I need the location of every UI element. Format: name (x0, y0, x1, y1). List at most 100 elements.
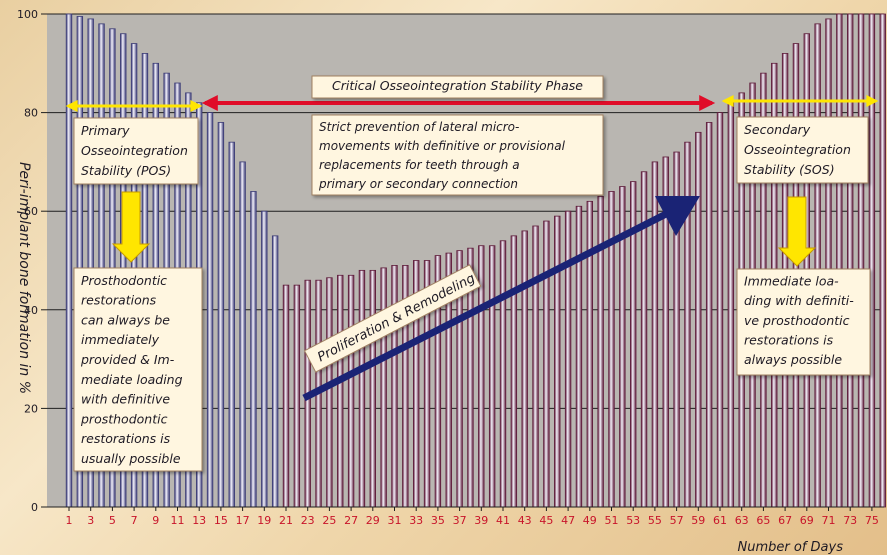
x-tick-label-19: 19 (257, 514, 271, 527)
bar-day-71 (825, 18, 832, 508)
y-tick-label-20: 20 (24, 402, 38, 415)
bar-day-47 (564, 210, 572, 508)
y-tick-label-60: 60 (24, 205, 38, 218)
x-tick-label-69: 69 (800, 514, 814, 527)
sos-detail-box: Immediate loa-ding with definiti-ve pros… (736, 268, 871, 376)
sos-detail-box-line-4: restorations is (744, 332, 834, 347)
x-tick-label-55: 55 (648, 514, 662, 527)
x-tick-label-27: 27 (344, 514, 358, 527)
y-tick-label-80: 80 (24, 107, 38, 120)
phase-desc-box-line-1: Strict prevention of lateral micro- (319, 120, 519, 134)
x-tick-label-15: 15 (214, 514, 228, 527)
bar-day-46 (554, 215, 561, 508)
bar-day-19 (261, 210, 268, 508)
pos-detail-box-line-3: can always be (81, 312, 170, 327)
x-tick-label-25: 25 (322, 514, 336, 527)
proliferation-label-bg (303, 264, 482, 373)
phase-title-box-line-1: Critical Osseointegration Stability Phas… (332, 78, 583, 93)
bar-day-28 (358, 269, 366, 508)
sos-detail-box-line-5: always possible (744, 352, 842, 367)
sos-detail-box-bg (736, 268, 871, 376)
pos-detail-box-line-7: with definitive (81, 392, 170, 407)
x-tick-label-7: 7 (131, 514, 138, 527)
x-tick-label-17: 17 (236, 514, 250, 527)
bar-day-31 (391, 265, 398, 508)
x-tick-label-45: 45 (539, 514, 553, 527)
x-tick-label-23: 23 (301, 514, 315, 527)
bar-day-26 (337, 274, 344, 508)
phase-desc-box-line-2: movements with definitive or provisional (319, 139, 566, 153)
x-tick-label-63: 63 (735, 514, 749, 527)
y-tick-label-0: 0 (31, 501, 38, 514)
bar-day-70 (814, 23, 821, 508)
bar-day-76 (879, 13, 886, 508)
bar-day-59 (695, 131, 702, 508)
sos-box-bg (736, 116, 869, 184)
bar-day-55 (651, 161, 659, 508)
bar-day-25 (326, 277, 333, 508)
bar-day-75 (868, 13, 876, 508)
x-tick-label-49: 49 (583, 514, 597, 527)
x-tick-label-1: 1 (66, 514, 73, 527)
x-tick-label-3: 3 (87, 514, 94, 527)
bar-day-61 (716, 112, 724, 508)
phase-desc-box-line-3: replacements for teeth through a (319, 158, 520, 172)
pos-detail-box-line-10: usually possible (81, 451, 181, 466)
sos-detail-box-line-1: Immediate loa- (744, 274, 839, 289)
x-axis-label: Number of Days (738, 540, 844, 555)
pos-detail-box-bg (73, 267, 203, 472)
x-tick-label-51: 51 (605, 514, 619, 527)
bar-day-45 (543, 220, 550, 508)
x-tick-label-11: 11 (171, 514, 185, 527)
bar-day-73 (847, 13, 854, 508)
bar-day-43 (521, 230, 528, 508)
y-tick-label-100: 100 (17, 8, 38, 21)
sos-detail-box-line-2: ding with definiti- (744, 293, 854, 308)
pos-box-line-3: Stability (POS) (81, 163, 171, 178)
bar-day-49 (586, 200, 593, 508)
x-tick-label-59: 59 (691, 514, 705, 527)
x-tick-label-31: 31 (388, 514, 402, 527)
bar-day-27 (347, 274, 355, 508)
bar-day-20 (271, 235, 279, 508)
x-tick-label-37: 37 (453, 514, 467, 527)
pos-detail-box: Prosthodontic restorations can always be im… (73, 267, 203, 472)
pos-detail-box-line-2: restorations (81, 293, 157, 308)
x-tick-label-35: 35 (431, 514, 445, 527)
bar-day-42 (510, 235, 518, 508)
phase-title-box-bg (311, 75, 604, 99)
sos-down-arrow (777, 196, 817, 267)
x-tick-label-75: 75 (865, 514, 879, 527)
pos-detail-box-line-5: provided & Im- (80, 352, 175, 367)
bar-day-17 (239, 161, 246, 508)
x-tick-label-53: 53 (626, 514, 640, 527)
sos-box-line-2: Osseointegration (744, 142, 851, 157)
pos-detail-box-line-8: prosthodontic (80, 411, 168, 426)
pos-box-bg (73, 117, 199, 185)
x-tick-label-61: 61 (713, 514, 727, 527)
x-tick-label-21: 21 (279, 514, 293, 527)
x-tick-label-29: 29 (366, 514, 380, 527)
sos-box: Secondary Osseointegration Stability (SOS) (736, 116, 869, 184)
x-tick-label-57: 57 (670, 514, 684, 527)
pos-detail-box-line-1: Prosthodontic (81, 273, 167, 288)
y-tick-label-40: 40 (24, 304, 38, 317)
x-tick-label-41: 41 (496, 514, 510, 527)
x-tick-label-5: 5 (109, 514, 116, 527)
bar-day-15 (217, 122, 225, 508)
bar-day-74 (857, 13, 865, 508)
pos-down-arrow (111, 191, 151, 263)
pos-detail-box-line-6: mediate loading (81, 372, 183, 387)
phase-desc-box-bg (311, 114, 604, 196)
bar-day-44 (532, 225, 539, 508)
bar-day-30 (380, 267, 387, 508)
pos-box-line-2: Osseointegration (81, 143, 188, 158)
x-tick-label-73: 73 (843, 514, 857, 527)
x-tick-label-71: 71 (822, 514, 836, 527)
bar-day-21 (282, 284, 290, 508)
x-tick-label-65: 65 (756, 514, 770, 527)
bar-day-18 (250, 191, 257, 508)
bar-day-48 (575, 205, 583, 508)
